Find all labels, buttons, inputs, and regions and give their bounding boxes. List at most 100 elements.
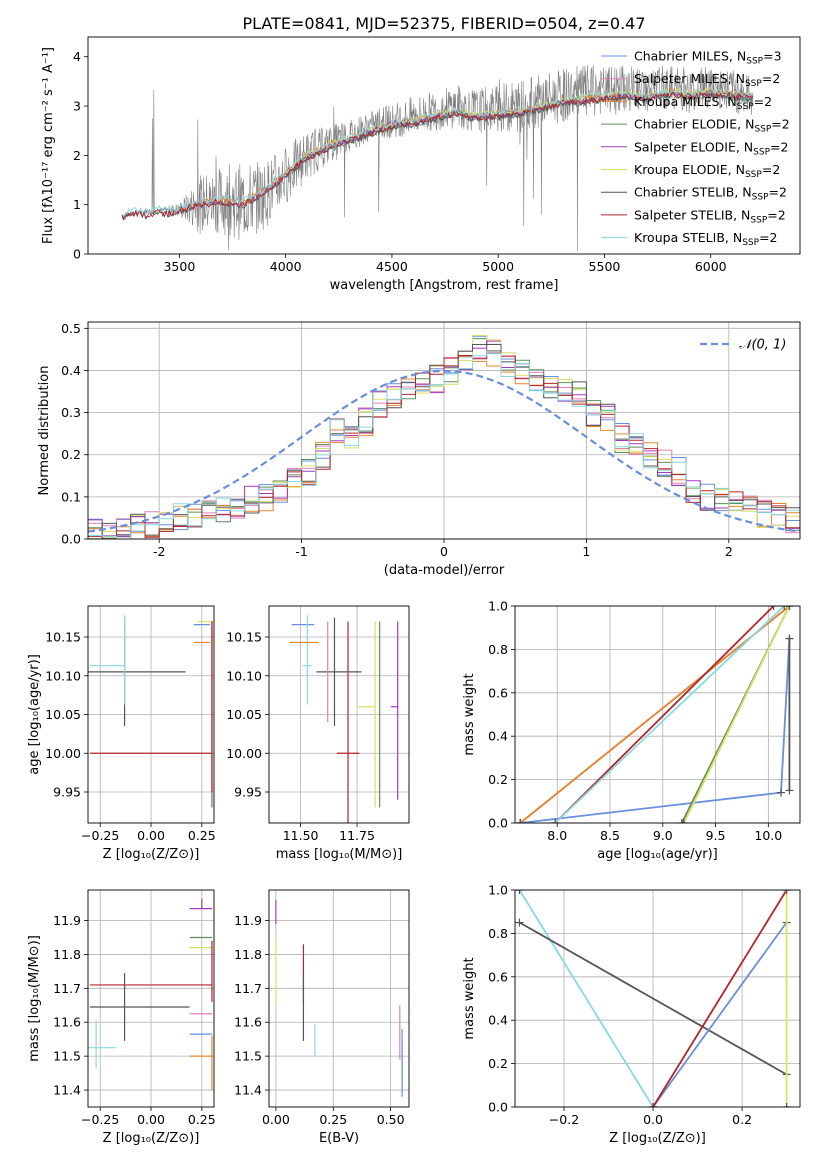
y-tick-label: 10.05	[226, 707, 262, 722]
spectrum-legend: Chabrier MILES, NSSP=3 Salpeter MILES, NS…	[601, 49, 790, 248]
y-tick-label: 11.4	[234, 1083, 262, 1098]
mass-weight-vs-Z-frame	[514, 889, 801, 1108]
plus-marker	[785, 606, 794, 610]
y-tick-label: 11.4	[53, 1083, 81, 1098]
plus-marker	[516, 819, 525, 823]
x-tick-label: 0.25	[319, 1112, 347, 1127]
plus-marker	[769, 606, 778, 610]
y-tick-label: 11.9	[53, 913, 81, 928]
y-tick-label: 0.4	[61, 363, 81, 378]
y-tick-label: 11.9	[234, 913, 262, 928]
mass-weight-line	[652, 890, 788, 1107]
age-vs-Z-axes: −0.25 0.00 0.25 9.95 10.00 10.05 10.10 10.15 Z […	[27, 606, 216, 862]
legend-label: Kroupa MILES, NSSP=2	[634, 94, 772, 112]
x-tick-label: 3500	[163, 259, 195, 274]
observed-spectrum-line	[121, 64, 754, 252]
x-tick-label: 11.75	[339, 828, 375, 843]
x-tick-label: −0.2	[549, 1112, 579, 1127]
y-tick-label: 0	[73, 247, 81, 262]
x-axis-label: E(B-V)	[319, 1131, 359, 1146]
error-bar-point	[316, 617, 362, 727]
y-tick-label: 0.6	[488, 969, 508, 984]
mass-vs-Z-frame	[87, 889, 215, 1108]
legend-label: Salpeter ELODIE, NSSP=2	[634, 139, 788, 157]
plus-marker	[679, 819, 688, 823]
age-vs-Z-plot-area	[88, 615, 214, 808]
x-axis-label: (data-model)/error	[384, 563, 505, 578]
y-tick-label: 1.0	[488, 599, 508, 614]
plus-marker	[515, 890, 524, 894]
mass-vs-Z-axes: −0.25 0.00 0.25 11.4 11.5 11.6 11.7 11.8 11.9 Z […	[27, 890, 216, 1146]
y-tick-label: 0.2	[488, 772, 508, 787]
x-tick-label: 5000	[482, 259, 514, 274]
mass-weight-line	[554, 606, 775, 823]
residual-histogram	[88, 352, 800, 539]
mass-vs-EBV-frame	[268, 889, 410, 1108]
x-tick-label: 0.00	[262, 1112, 290, 1127]
y-tick-label: 1	[73, 197, 81, 212]
mass-weight-vs-age-frame	[514, 605, 801, 824]
plus-marker	[785, 786, 794, 795]
mass-weight-line	[520, 638, 791, 823]
y-tick-label: 10.00	[226, 746, 262, 761]
x-tick-label: 0	[440, 544, 448, 559]
error-bar-point	[88, 1020, 117, 1069]
x-axis-label: wavelength [Angstrom, rest frame]	[330, 278, 559, 293]
x-axis-label: age [log₁₀(age/yr)]	[597, 847, 718, 862]
y-tick-label: 9.95	[234, 785, 262, 800]
x-tick-label: 10.0	[754, 828, 782, 843]
legend-label: Chabrier ELODIE, NSSP=2	[634, 117, 790, 135]
plus-marker	[649, 1103, 658, 1107]
age-vs-mass-plot-area	[289, 615, 399, 823]
x-tick-label: −0.25	[81, 828, 119, 843]
x-tick-label: 0.00	[137, 828, 165, 843]
y-tick-label: 0.0	[488, 816, 508, 831]
x-axis-label: Z [log₁₀(Z/Z⊙)]	[103, 1131, 200, 1146]
error-bar-point	[390, 621, 399, 800]
y-tick-label: 4	[73, 49, 81, 64]
legend-label: Salpeter STELIB, NSSP=2	[634, 207, 786, 225]
mass-vs-Z-plot-area	[88, 898, 213, 1091]
y-tick-label: 10.05	[45, 707, 81, 722]
y-tick-label: 0.8	[488, 926, 508, 941]
y-tick-label: 11.7	[234, 981, 262, 996]
x-tick-label: 8.0	[547, 828, 567, 843]
y-tick-label: 0.0	[61, 532, 81, 547]
y-tick-label: 0.4	[488, 729, 508, 744]
mass-weight-line	[518, 890, 654, 1107]
plus-marker	[785, 634, 794, 643]
x-tick-label: 6000	[695, 259, 727, 274]
model-spectrum-line	[121, 85, 754, 217]
y-tick-label: 11.5	[234, 1049, 262, 1064]
y-axis-label: Normed distribution	[37, 366, 52, 496]
x-tick-label: 9.0	[653, 828, 673, 843]
residual-histogram	[88, 352, 800, 539]
x-tick-label: 2	[725, 544, 733, 559]
y-tick-label: 0.1	[61, 489, 81, 504]
mass-vs-EBV-plot-area	[275, 900, 403, 1097]
plus-marker	[782, 1103, 791, 1107]
plus-marker	[780, 606, 789, 610]
x-tick-label: 8.5	[600, 828, 620, 843]
y-tick-label: 1.0	[488, 883, 508, 898]
error-bar-point	[90, 615, 126, 705]
y-tick-label: 11.6	[53, 1015, 81, 1030]
y-axis-label: age [log₁₀(age/yr)]	[27, 654, 42, 775]
mass-weight-vs-Z-plot-area	[515, 890, 791, 1107]
plus-marker	[551, 819, 560, 823]
y-tick-label: 0.3	[61, 405, 81, 420]
plus-marker	[515, 918, 524, 927]
y-tick-label: 3	[73, 99, 81, 114]
x-tick-label: -1	[295, 544, 307, 559]
y-tick-label: 10.10	[45, 668, 81, 683]
y-tick-label: 10.15	[45, 630, 81, 645]
y-tick-label: 10.15	[226, 630, 262, 645]
y-tick-label: 10.00	[45, 746, 81, 761]
spectrum-frame	[87, 36, 801, 255]
mass-weight-vs-age-plot-area	[516, 606, 794, 823]
mass-vs-EBV-axes: 0.00 0.25 0.50 11.4 11.5 11.6 11.7 11.8 11.9 E(B-…	[234, 890, 409, 1146]
spectrum-plot-area	[121, 64, 754, 252]
x-tick-label: 9.5	[706, 828, 726, 843]
error-bar-point	[189, 898, 212, 910]
x-tick-label: 5500	[589, 259, 621, 274]
